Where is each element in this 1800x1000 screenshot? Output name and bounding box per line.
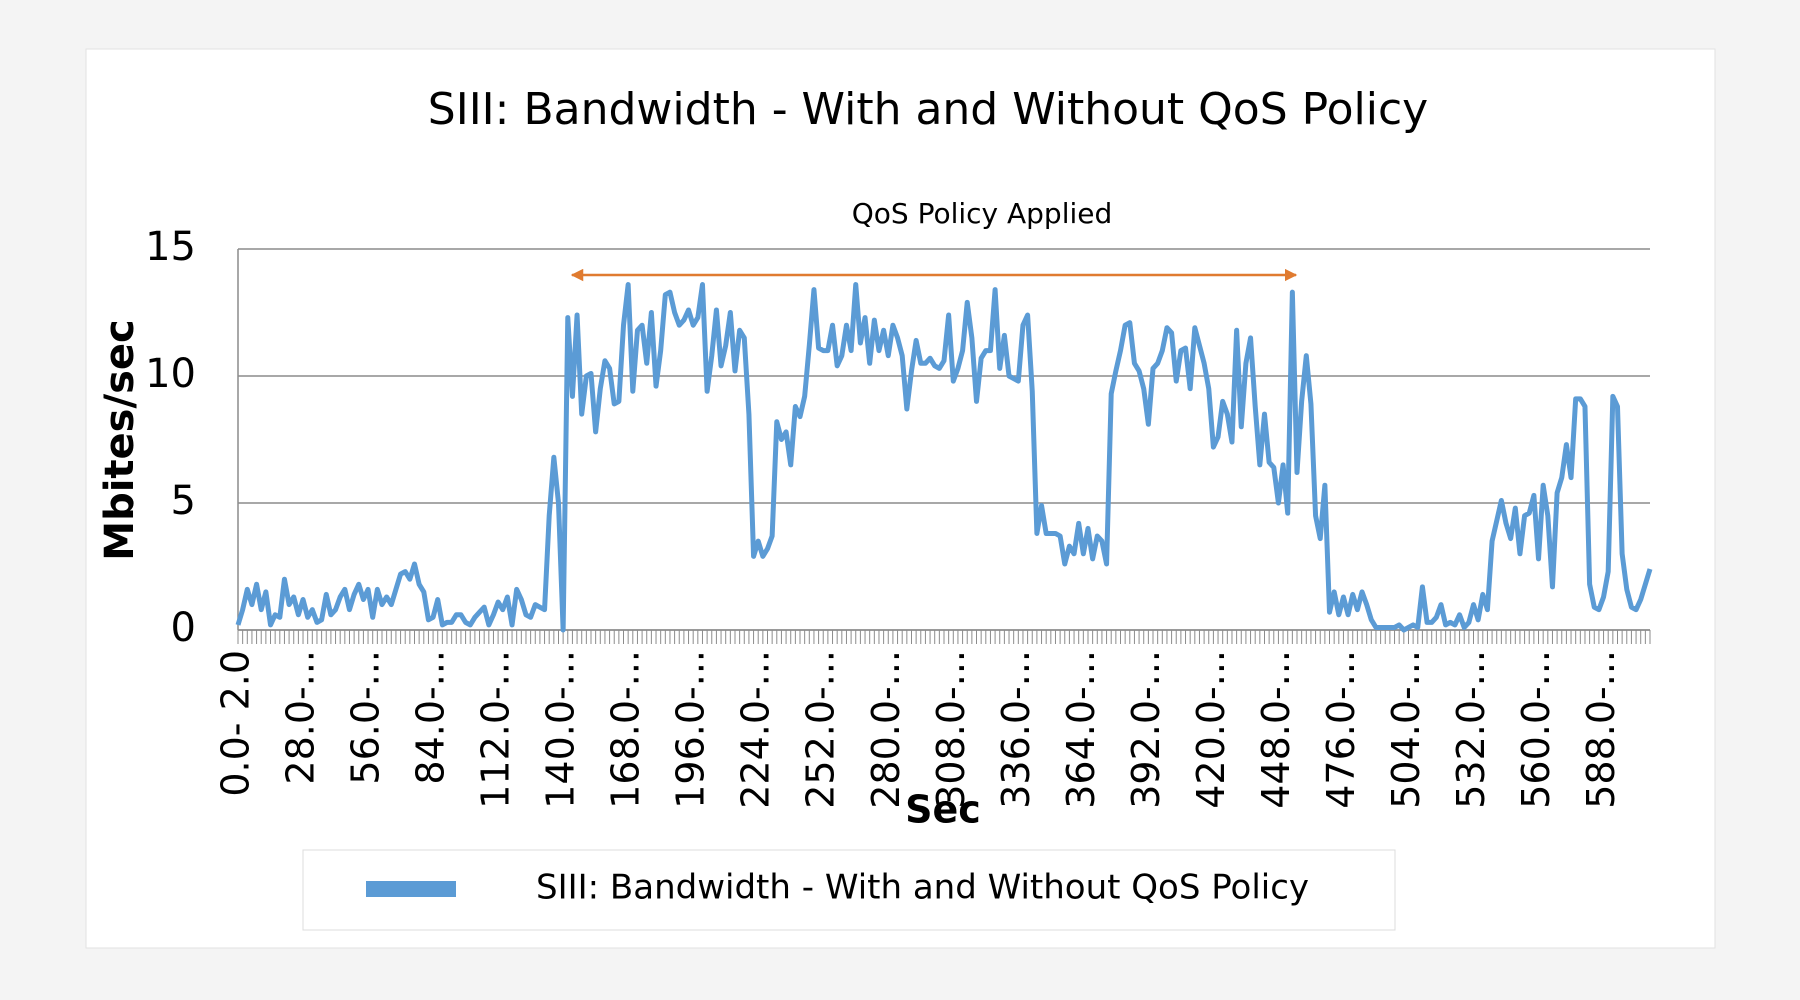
legend xyxy=(302,849,1396,931)
y-tick-label: 15 xyxy=(145,224,196,270)
legend-label: SIII: Bandwidth - With and Without QoS P… xyxy=(536,868,1309,908)
x-tick-label: 532.0-... xyxy=(1449,650,1493,809)
x-tick-label: 364.0-... xyxy=(1059,650,1103,809)
x-tick-label: 420.0-... xyxy=(1189,650,1233,809)
series-line xyxy=(235,282,1653,633)
y-tick-label: 5 xyxy=(171,478,196,524)
x-tick-label: 112.0-... xyxy=(474,650,518,809)
x-tick-label: 336.0-... xyxy=(994,650,1038,809)
chart-card xyxy=(85,48,1716,949)
x-tick-label: 28.0-... xyxy=(279,650,323,785)
annotation: QoS Policy Applied xyxy=(852,197,1113,230)
x-tick-label: 280.0-... xyxy=(864,650,908,809)
x-tick-label: 308.0-... xyxy=(929,650,973,809)
chart-title: SIII: Bandwidth - With and Without QoS P… xyxy=(428,84,1428,135)
x-axis-label: Sec xyxy=(905,788,981,832)
y-axis-label: Mbites/sec xyxy=(97,319,143,560)
x-tick-label: 224.0-... xyxy=(734,650,778,809)
x-tick-label: 560.0-... xyxy=(1514,650,1558,809)
x-tick-label: 504.0-... xyxy=(1384,650,1428,809)
x-tick-label: 588.0-... xyxy=(1579,650,1623,809)
x-tick-label: 84.0-... xyxy=(409,650,453,785)
x-tick-label: 448.0-... xyxy=(1254,650,1298,809)
x-tick-label: 56.0-... xyxy=(344,650,388,785)
x-tick-label: 168.0-... xyxy=(604,650,648,809)
x-tick-label: 252.0-... xyxy=(799,650,843,809)
x-tick-label: 140.0-... xyxy=(539,650,583,809)
x-tick-label: 476.0-... xyxy=(1319,650,1363,809)
y-tick-label: 10 xyxy=(145,351,196,397)
x-tick-label: 0.0- 2.0 xyxy=(214,650,258,797)
x-tick-label: 196.0-... xyxy=(669,650,713,809)
y-tick-label: 0 xyxy=(171,605,196,651)
x-tick-label: 392.0-... xyxy=(1124,650,1168,809)
